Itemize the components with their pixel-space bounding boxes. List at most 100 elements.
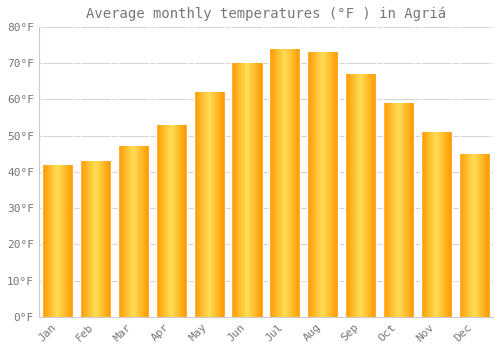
- Bar: [489, 154, 490, 317]
- Bar: [320, 52, 321, 317]
- Bar: [291, 49, 292, 317]
- Bar: [199, 92, 200, 317]
- Bar: [284, 49, 285, 317]
- Bar: [273, 49, 274, 317]
- Bar: [246, 63, 247, 317]
- Bar: [393, 103, 394, 317]
- Bar: [404, 103, 406, 317]
- Bar: [52, 164, 53, 317]
- Bar: [204, 92, 206, 317]
- Bar: [477, 154, 478, 317]
- Bar: [47, 164, 48, 317]
- Bar: [426, 132, 427, 317]
- Bar: [394, 103, 396, 317]
- Bar: [166, 125, 168, 317]
- Bar: [292, 49, 294, 317]
- Bar: [67, 164, 68, 317]
- Bar: [140, 146, 141, 317]
- Bar: [120, 146, 121, 317]
- Bar: [106, 161, 107, 317]
- Bar: [363, 74, 364, 317]
- Bar: [57, 164, 58, 317]
- Bar: [139, 146, 140, 317]
- Bar: [110, 161, 111, 317]
- Bar: [478, 154, 479, 317]
- Bar: [255, 63, 256, 317]
- Bar: [46, 164, 47, 317]
- Bar: [161, 125, 162, 317]
- Bar: [312, 52, 314, 317]
- Bar: [345, 74, 346, 317]
- Bar: [243, 63, 244, 317]
- Bar: [486, 154, 488, 317]
- Bar: [94, 161, 95, 317]
- Bar: [331, 52, 332, 317]
- Bar: [256, 63, 257, 317]
- Bar: [322, 52, 324, 317]
- Bar: [471, 154, 472, 317]
- Bar: [66, 164, 67, 317]
- Bar: [80, 161, 81, 317]
- Bar: [210, 92, 212, 317]
- Bar: [220, 92, 221, 317]
- Bar: [295, 49, 296, 317]
- Bar: [319, 52, 320, 317]
- Bar: [422, 132, 423, 317]
- Bar: [355, 74, 356, 317]
- Bar: [336, 52, 338, 317]
- Bar: [91, 161, 92, 317]
- Bar: [238, 63, 239, 317]
- Bar: [383, 103, 384, 317]
- Bar: [214, 92, 216, 317]
- Bar: [43, 164, 44, 317]
- Bar: [389, 103, 390, 317]
- Bar: [173, 125, 174, 317]
- Bar: [126, 146, 127, 317]
- Bar: [104, 161, 105, 317]
- Bar: [61, 164, 62, 317]
- Bar: [175, 125, 176, 317]
- Bar: [407, 103, 408, 317]
- Bar: [183, 125, 184, 317]
- Bar: [346, 74, 348, 317]
- Bar: [142, 146, 143, 317]
- Bar: [353, 74, 354, 317]
- Bar: [169, 125, 170, 317]
- Bar: [433, 132, 434, 317]
- Bar: [195, 92, 196, 317]
- Bar: [130, 146, 131, 317]
- Bar: [63, 164, 64, 317]
- Bar: [432, 132, 433, 317]
- Bar: [359, 74, 360, 317]
- Bar: [127, 146, 128, 317]
- Bar: [364, 74, 365, 317]
- Bar: [482, 154, 484, 317]
- Bar: [184, 125, 186, 317]
- Bar: [221, 92, 222, 317]
- Bar: [275, 49, 276, 317]
- Bar: [194, 92, 195, 317]
- Bar: [198, 92, 199, 317]
- Bar: [68, 164, 70, 317]
- Bar: [62, 164, 63, 317]
- Bar: [369, 74, 370, 317]
- Bar: [440, 132, 441, 317]
- Bar: [145, 146, 146, 317]
- Bar: [431, 132, 432, 317]
- Bar: [240, 63, 241, 317]
- Bar: [125, 146, 126, 317]
- Bar: [397, 103, 398, 317]
- Bar: [216, 92, 217, 317]
- Bar: [219, 92, 220, 317]
- Bar: [285, 49, 286, 317]
- Bar: [244, 63, 246, 317]
- Bar: [129, 146, 130, 317]
- Bar: [465, 154, 466, 317]
- Bar: [212, 92, 213, 317]
- Bar: [272, 49, 273, 317]
- Bar: [427, 132, 428, 317]
- Bar: [96, 161, 97, 317]
- Bar: [143, 146, 144, 317]
- Bar: [251, 63, 252, 317]
- Bar: [146, 146, 148, 317]
